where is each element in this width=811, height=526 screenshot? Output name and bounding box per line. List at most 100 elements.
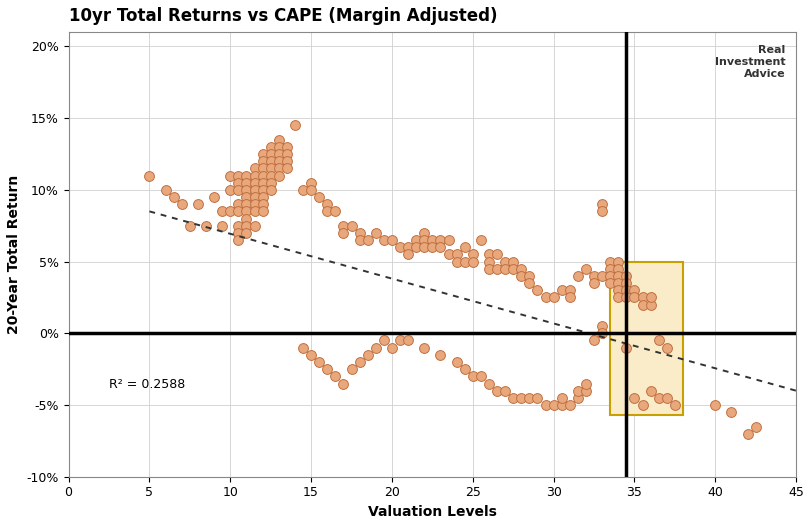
Point [264,143,277,151]
Point [556,401,569,409]
Point [216,221,229,230]
Point [426,243,439,251]
Point [603,272,616,280]
Point [539,294,552,302]
Point [418,229,431,237]
Point [232,229,245,237]
Point [587,279,600,287]
Point [620,343,633,352]
Point [240,171,253,180]
Point [248,178,261,187]
Point [556,286,569,295]
Point [305,186,318,194]
Point [611,257,624,266]
Point [474,372,487,381]
Point [208,193,221,201]
Point [483,379,496,388]
Point [183,221,196,230]
Point [741,430,754,438]
Point [466,250,479,259]
Point [652,336,665,345]
Point [442,236,455,244]
Point [564,294,577,302]
Point [337,229,350,237]
Point [232,221,245,230]
Point [434,351,447,359]
Point [458,243,471,251]
Point [628,286,641,295]
Point [531,393,544,402]
Point [499,387,512,395]
Point [264,150,277,158]
Point [297,186,310,194]
Point [458,257,471,266]
Point [353,236,366,244]
Point [450,358,463,366]
Point [256,193,269,201]
Point [240,221,253,230]
Point [523,272,536,280]
Point [272,135,285,144]
Point [281,143,294,151]
Point [232,236,245,244]
Point [474,236,487,244]
Point [369,343,382,352]
Point [321,207,334,216]
Point [523,279,536,287]
Point [620,294,633,302]
Point [256,157,269,165]
Point [507,257,520,266]
Point [272,171,285,180]
Point [628,393,641,402]
Point [248,164,261,173]
Point [652,393,665,402]
Point [264,186,277,194]
Point [361,236,374,244]
Point [272,150,285,158]
Point [175,200,188,208]
Point [305,351,318,359]
Text: Real
Investment
Advice: Real Investment Advice [714,45,785,78]
Point [595,200,608,208]
Point [644,294,657,302]
Point [232,178,245,187]
Point [539,401,552,409]
Point [515,272,528,280]
Point [256,207,269,216]
Point [264,178,277,187]
Point [644,300,657,309]
Point [313,358,326,366]
Point [483,250,496,259]
Point [232,171,245,180]
Point [200,221,212,230]
Point [507,265,520,273]
Point [523,393,536,402]
Point [709,401,722,409]
Point [572,387,585,395]
Point [603,257,616,266]
Text: 10yr Total Returns vs CAPE (Margin Adjusted): 10yr Total Returns vs CAPE (Margin Adjus… [69,7,497,25]
Point [240,200,253,208]
Point [595,207,608,216]
Point [224,186,237,194]
Point [434,243,447,251]
Point [297,343,310,352]
Point [458,365,471,373]
Point [385,343,398,352]
Point [515,265,528,273]
Point [305,178,318,187]
Point [426,236,439,244]
Point [611,279,624,287]
Point [628,294,641,302]
Bar [610,261,683,415]
Point [572,272,585,280]
Point [393,336,406,345]
Point [264,164,277,173]
Point [499,265,512,273]
Point [611,265,624,273]
Point [272,164,285,173]
Point [256,178,269,187]
Point [345,365,358,373]
Point [466,372,479,381]
Point [281,164,294,173]
